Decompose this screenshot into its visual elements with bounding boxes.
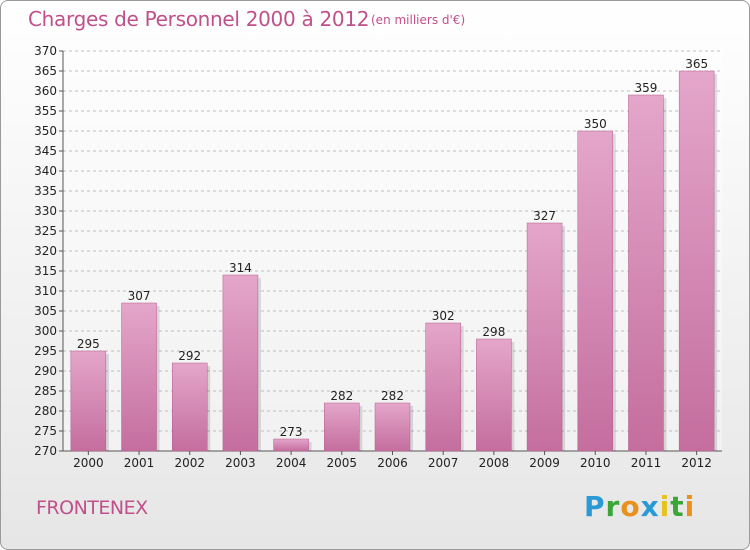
x-tick-label: 2010 <box>580 456 611 470</box>
y-tick-label: 350 <box>34 124 57 138</box>
logo-letter: P <box>584 490 606 523</box>
logo-letter: o <box>620 490 641 523</box>
x-tick-label: 2007 <box>428 456 459 470</box>
x-tick-label: 2011 <box>631 456 662 470</box>
y-tick-label: 320 <box>34 244 57 258</box>
commune-name: FRONTENEX <box>36 497 148 519</box>
bar[interactable] <box>526 222 563 452</box>
y-tick-label: 295 <box>34 344 57 358</box>
y-tick-label: 310 <box>34 284 57 298</box>
x-tick-label: 2002 <box>174 456 205 470</box>
data-label: 298 <box>482 325 505 339</box>
logo-letter: t <box>670 490 685 523</box>
x-tick-label: 2005 <box>327 456 358 470</box>
bar[interactable] <box>70 350 107 452</box>
data-label: 282 <box>330 389 353 403</box>
y-tick-label: 285 <box>34 384 57 398</box>
y-tick-label: 345 <box>34 144 57 158</box>
y-tick-label: 355 <box>34 104 57 118</box>
y-tick-label: 270 <box>34 444 57 458</box>
data-label: 365 <box>685 57 708 71</box>
x-tick-label: 2004 <box>276 456 307 470</box>
bar[interactable] <box>678 70 715 452</box>
x-tick-label: 2001 <box>124 456 155 470</box>
bar[interactable] <box>171 362 208 452</box>
data-label: 314 <box>229 261 252 275</box>
y-tick-label: 325 <box>34 224 57 238</box>
y-tick-label: 315 <box>34 264 57 278</box>
y-tick-label: 305 <box>34 304 57 318</box>
y-tick-label: 330 <box>34 204 57 218</box>
y-tick-label: 300 <box>34 324 57 338</box>
data-label: 282 <box>381 389 404 403</box>
proxiti-logo[interactable]: Proxiti <box>584 490 695 523</box>
logo-letter: i <box>659 490 671 523</box>
data-label: 327 <box>533 209 556 223</box>
logo-letter: r <box>605 490 621 523</box>
bar[interactable] <box>628 94 664 452</box>
chart-title: Charges de Personnel 2000 à 2012 <box>28 7 370 31</box>
bar[interactable] <box>577 130 614 452</box>
data-label: 295 <box>77 337 100 351</box>
bar[interactable] <box>273 438 309 452</box>
data-label: 350 <box>584 117 607 131</box>
data-label: 273 <box>280 425 303 439</box>
data-label: 292 <box>178 349 201 363</box>
x-tick-label: 2006 <box>377 456 408 470</box>
logo-letter: i <box>684 490 696 523</box>
logo-letter: x <box>640 490 660 523</box>
y-tick-label: 360 <box>34 84 57 98</box>
data-label: 307 <box>128 289 151 303</box>
x-tick-label: 2003 <box>225 456 256 470</box>
bar[interactable] <box>121 302 157 452</box>
bar[interactable] <box>374 402 411 452</box>
y-tick-label: 370 <box>34 44 57 58</box>
y-tick-label: 365 <box>34 64 57 78</box>
y-tick-label: 275 <box>34 424 57 438</box>
y-tick-label: 335 <box>34 184 57 198</box>
x-tick-label: 2012 <box>681 456 712 470</box>
x-tick-label: 2000 <box>73 456 104 470</box>
bar[interactable] <box>324 402 360 452</box>
y-tick-label: 280 <box>34 404 57 418</box>
bar[interactable] <box>425 322 461 452</box>
chart-subtitle: (en milliers d'€) <box>371 13 466 27</box>
x-tick-label: 2009 <box>529 456 560 470</box>
x-tick-label: 2008 <box>479 456 510 470</box>
y-tick-label: 290 <box>34 364 57 378</box>
data-label: 302 <box>432 309 455 323</box>
data-label: 359 <box>635 81 658 95</box>
bar[interactable] <box>476 338 512 452</box>
y-tick-label: 340 <box>34 164 57 178</box>
bar[interactable] <box>222 274 259 452</box>
